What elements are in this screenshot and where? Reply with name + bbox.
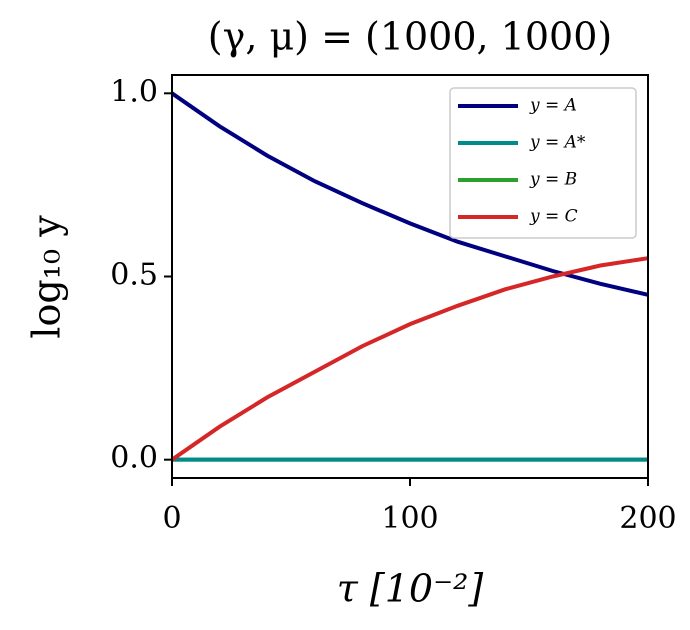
legend-label: y = C (529, 207, 578, 227)
x-tick-label: 200 (619, 501, 676, 536)
legend-label: y = A (529, 96, 577, 116)
legend-box (449, 87, 637, 239)
y-tick-label: 0.0 (110, 441, 158, 476)
y-axis-label: log₁₀ y (25, 215, 69, 339)
plot-frame (171, 74, 649, 479)
chart-title: (γ, μ) = (1000, 1000) (208, 15, 612, 59)
x-tick-label: 0 (162, 501, 181, 536)
line-series (170, 91, 649, 297)
x-axis-label: τ [10⁻²] (337, 567, 484, 611)
line-series (170, 256, 649, 462)
y-tick-label: 0.5 (110, 258, 158, 293)
x-tick-label: 100 (381, 501, 438, 536)
y-tick-label: 1.0 (110, 74, 158, 109)
legend-label: y = A* (529, 133, 586, 153)
legend-label: y = B (529, 170, 577, 190)
